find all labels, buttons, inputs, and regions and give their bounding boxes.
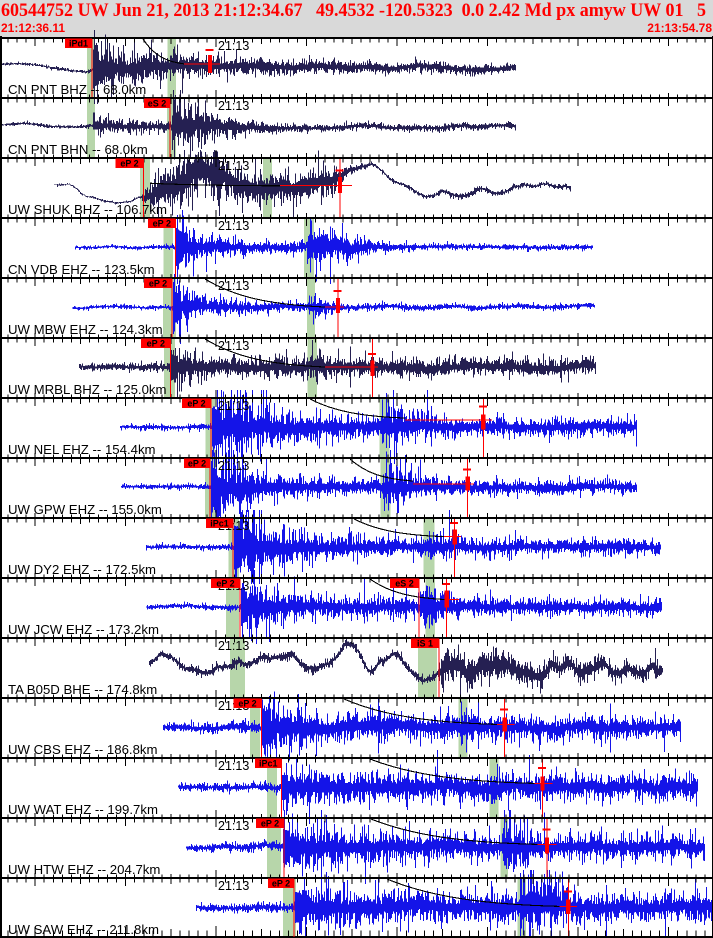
svg-text:iPc1: iPc1	[259, 759, 278, 769]
svg-text:eP 2: eP 2	[216, 579, 234, 589]
svg-text:21:13: 21:13	[218, 399, 249, 413]
svg-text:CN PNT BHN -- 68.0km: CN PNT BHN -- 68.0km	[8, 142, 148, 157]
svg-text:eP 2: eP 2	[238, 699, 256, 709]
svg-text:eP 2: eP 2	[149, 279, 167, 289]
svg-text:UW WAT EHZ -- 199.7km: UW WAT EHZ -- 199.7km	[8, 802, 158, 817]
svg-text:21:13: 21:13	[218, 459, 249, 473]
svg-text:eP 2: eP 2	[188, 459, 206, 469]
svg-text:21:13: 21:13	[218, 39, 249, 53]
svg-text:eP 2: eP 2	[153, 219, 171, 229]
svg-text:UW JCW EHZ -- 173.2km: UW JCW EHZ -- 173.2km	[8, 622, 159, 637]
svg-text:eS 2: eS 2	[395, 579, 414, 589]
svg-text:CN VDB EHZ -- 123.5km: CN VDB EHZ -- 123.5km	[8, 262, 155, 277]
svg-text:21:13: 21:13	[218, 339, 249, 353]
svg-text:21:12:36.11: 21:12:36.11	[1, 21, 65, 35]
svg-text:eP 2: eP 2	[147, 339, 165, 349]
svg-text:eP 2: eP 2	[261, 819, 279, 829]
svg-text:21:13:54.78: 21:13:54.78	[647, 21, 712, 35]
svg-text:eP 2: eP 2	[272, 879, 290, 889]
svg-text:UW CBS EHZ -- 186.8km: UW CBS EHZ -- 186.8km	[8, 742, 157, 757]
svg-text:21:13: 21:13	[218, 159, 249, 173]
svg-text:21:13: 21:13	[218, 99, 249, 113]
svg-text:eP 2: eP 2	[120, 159, 138, 169]
svg-text:21:13: 21:13	[218, 819, 249, 833]
svg-text:60544752 UW Jun 21, 2013 21:12: 60544752 UW Jun 21, 2013 21:12:34.67 49.…	[1, 1, 706, 21]
svg-text:21:13: 21:13	[218, 279, 249, 293]
svg-text:iS 1: iS 1	[417, 639, 433, 649]
svg-text:TA B05D BHE -- 174.8km: TA B05D BHE -- 174.8km	[8, 682, 157, 697]
svg-text:21:13: 21:13	[218, 639, 249, 653]
svg-text:UW DY2 EHZ -- 172.5km: UW DY2 EHZ -- 172.5km	[8, 562, 156, 577]
svg-text:21:13: 21:13	[218, 879, 249, 893]
svg-text:UW MBW EHZ -- 124.3km: UW MBW EHZ -- 124.3km	[8, 322, 163, 337]
svg-text:UW SAW EHZ -- 211.8km: UW SAW EHZ -- 211.8km	[8, 922, 159, 937]
svg-text:iPc1: iPc1	[210, 519, 229, 529]
svg-text:UW GPW EHZ -- 155.0km: UW GPW EHZ -- 155.0km	[8, 502, 162, 517]
svg-text:UW HTW EHZ -- 204.7km: UW HTW EHZ -- 204.7km	[8, 862, 160, 877]
svg-text:iPd1: iPd1	[69, 39, 88, 49]
svg-text:eS 2: eS 2	[148, 99, 167, 109]
svg-text:21:13: 21:13	[218, 759, 249, 773]
svg-text:UW NEL EHZ -- 154.4km: UW NEL EHZ -- 154.4km	[8, 442, 156, 457]
svg-text:UW MRBL BHZ -- 125.0km: UW MRBL BHZ -- 125.0km	[8, 382, 167, 397]
svg-text:CN PNT BHZ -- 68.0km: CN PNT BHZ -- 68.0km	[8, 82, 146, 97]
svg-text:21:13: 21:13	[218, 219, 249, 233]
svg-text:eP 2: eP 2	[187, 399, 205, 409]
svg-text:UW SHUK BHZ -- 106.7km: UW SHUK BHZ -- 106.7km	[8, 202, 167, 217]
